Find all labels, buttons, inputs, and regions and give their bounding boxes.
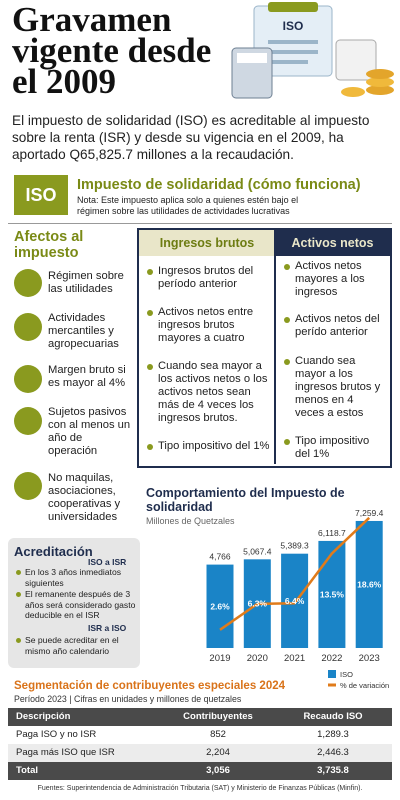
x-tick-label: 2019 xyxy=(209,653,230,664)
column-divider xyxy=(274,230,276,464)
table-cell: Recaudo ISO xyxy=(303,711,363,722)
accreditation-title: Acreditación xyxy=(14,544,93,559)
icon xyxy=(14,472,42,500)
table-cell: Total xyxy=(16,765,38,776)
bullet xyxy=(16,570,21,575)
value-label: 2.6% xyxy=(210,601,230,611)
column-item: Tipo impositivo del 1% xyxy=(295,435,370,460)
x-tick-label: 2020 xyxy=(247,653,268,664)
column-item: Activos netos del perído anterior xyxy=(295,313,380,338)
icon xyxy=(14,313,42,341)
icon xyxy=(14,365,42,393)
table-cell: 3,056 xyxy=(206,765,230,776)
table-cell: 3,735.8 xyxy=(317,765,349,776)
table-row: Paga ISO y no ISR 852 1,289.3 xyxy=(8,726,392,744)
value-label: 18.6% xyxy=(357,579,382,589)
affected-title: Afectos al impuesto xyxy=(14,229,84,261)
bullet xyxy=(16,638,21,643)
bullet xyxy=(284,264,290,270)
table-cell: 2,446.3 xyxy=(317,747,349,758)
legend-swatch xyxy=(328,670,336,678)
column-header: Activos netos xyxy=(275,230,390,256)
illustration: ISO xyxy=(231,2,394,99)
bar xyxy=(206,564,234,648)
bar xyxy=(355,520,383,648)
value-label: 5,389.3 xyxy=(280,541,309,551)
x-tick-label: 2023 xyxy=(359,653,380,664)
affected-item: No maquilas, asociaciones, cooperativas … xyxy=(48,472,121,523)
table-cell: Descripción xyxy=(16,711,71,722)
compare-box xyxy=(137,228,392,468)
column-item: Activos netos mayores a los ingresos xyxy=(295,260,365,298)
accreditation-label: ISR a ISO xyxy=(88,623,127,633)
table-cell: 2,204 xyxy=(206,747,230,758)
affected-item: Actividades mercantiles y agropecuarias xyxy=(48,312,119,350)
value-label: 4,766 xyxy=(209,552,231,562)
source: Fuentes: Superintendencia de Administrac… xyxy=(37,785,363,792)
note: Nota: Este impuesto aplica solo a quiene… xyxy=(77,195,299,216)
table-cell: 852 xyxy=(210,729,226,740)
value-label: 6,118.7 xyxy=(318,528,346,538)
legend-label: ISO xyxy=(340,670,353,679)
chart: 4,766 2019 5,067.4 2020 5,389.3 2021 6,118.7 20… xyxy=(206,508,389,690)
table-cell: Contribuyentes xyxy=(183,711,253,722)
accreditation-box xyxy=(8,538,140,668)
section-title: Impuesto de solidaridad (cómo funciona) xyxy=(77,177,361,193)
bar xyxy=(281,553,309,648)
affected-item: Margen bruto si es mayor al 4% xyxy=(48,364,126,389)
accreditation-item: El remanente después de 3 años será cons… xyxy=(25,589,136,620)
x-tick-label: 2021 xyxy=(284,653,305,664)
bullet xyxy=(284,439,290,445)
bar xyxy=(318,540,346,648)
affected-item: Régimen sobre las utilidades xyxy=(48,270,124,295)
icon xyxy=(14,407,42,435)
title: Gravamen vigente desde el 2009 xyxy=(12,0,212,101)
table-total: Total 3,056 3,735.8 xyxy=(8,762,392,780)
badge: ISO xyxy=(14,175,68,215)
value-label: 13.5% xyxy=(320,589,345,599)
bullet xyxy=(147,444,153,450)
column-header: Ingresos brutos xyxy=(139,230,275,256)
accreditation-label: ISO a ISR xyxy=(88,557,127,567)
bullet xyxy=(284,317,290,323)
x-tick-label: 2022 xyxy=(321,653,342,664)
bullet xyxy=(16,592,21,597)
chart-subtitle: Millones de Quetzales xyxy=(146,516,235,526)
value-label: 7,259.4 xyxy=(355,508,384,518)
affected-item: Sujetos pasivos con al menos un año de o… xyxy=(48,406,131,457)
intro: El impuesto de solidaridad (ISO) es acre… xyxy=(12,113,370,162)
accreditation-item: En los 3 años inmediatos siguientes xyxy=(25,567,122,588)
segment-subtitle: Período 2023 | Cifras en unidades y mill… xyxy=(14,694,242,704)
legend-label: % de variación xyxy=(340,681,389,690)
icon xyxy=(14,269,42,297)
bullet xyxy=(284,359,290,365)
segment-title: Segmentación de contribuyentes especiale… xyxy=(14,680,286,692)
table-header: Descripción Contribuyentes Recaudo ISO xyxy=(8,708,392,726)
column-item: Activos netos entre ingresos brutos mayo… xyxy=(158,306,254,344)
column-item: Tipo impositivo del 1% xyxy=(158,440,270,452)
value-label: 6.4% xyxy=(285,596,305,606)
column-item: Ingresos brutos del período anterior xyxy=(158,265,254,290)
table-row: Paga más ISO que ISR 2,204 2,446.3 xyxy=(8,744,392,762)
table-cell: 1,289.3 xyxy=(317,729,349,740)
line xyxy=(219,516,371,631)
column-item: Cuando sea mayor a los ingresos brutos y… xyxy=(295,355,381,419)
chart-title: Comportamiento del Impuesto de solidarid… xyxy=(146,486,345,514)
table-cell: Paga ISO y no ISR xyxy=(16,729,97,740)
illustration-text: ISO xyxy=(283,19,304,33)
accreditation-item: Se puede acreditar en el mismo año calen… xyxy=(25,635,119,656)
bullet xyxy=(147,364,153,370)
column-item: Cuando sea mayor a los activos netos o l… xyxy=(158,360,268,424)
value-label: 5,067.4 xyxy=(243,546,272,556)
divider xyxy=(8,223,392,224)
table-cell: Paga más ISO que ISR xyxy=(16,747,115,758)
bullet xyxy=(147,310,153,316)
value-label: 6.3% xyxy=(248,599,268,609)
bullet xyxy=(147,269,153,275)
